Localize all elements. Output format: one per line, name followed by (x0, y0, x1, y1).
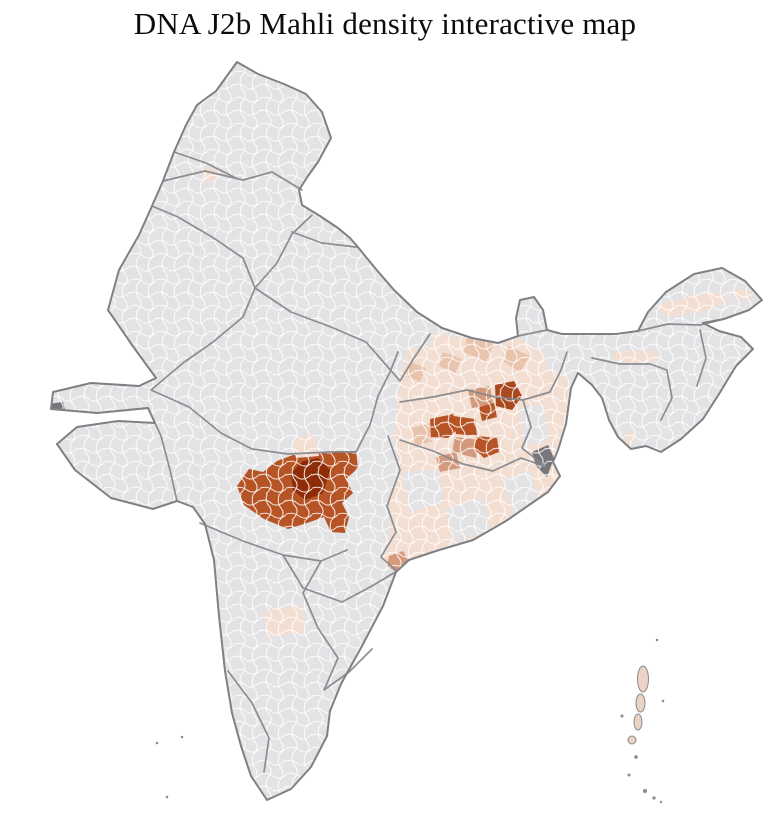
andaman-nicobar-islands[interactable] (620, 638, 665, 804)
page-title: DNA J2b Mahli density interactive map (133, 6, 637, 41)
lakshadweep-islands[interactable] (155, 735, 184, 799)
district-borders-mesh (51, 62, 762, 800)
state-borders (147, 151, 725, 773)
